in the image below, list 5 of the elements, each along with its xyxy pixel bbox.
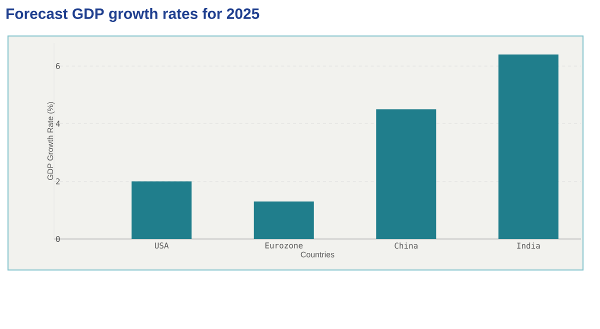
bar	[132, 181, 192, 239]
bar	[254, 202, 314, 239]
bar	[376, 109, 436, 239]
chart-title: Forecast GDP growth rates for 2025	[6, 8, 260, 22]
bar	[498, 54, 558, 239]
